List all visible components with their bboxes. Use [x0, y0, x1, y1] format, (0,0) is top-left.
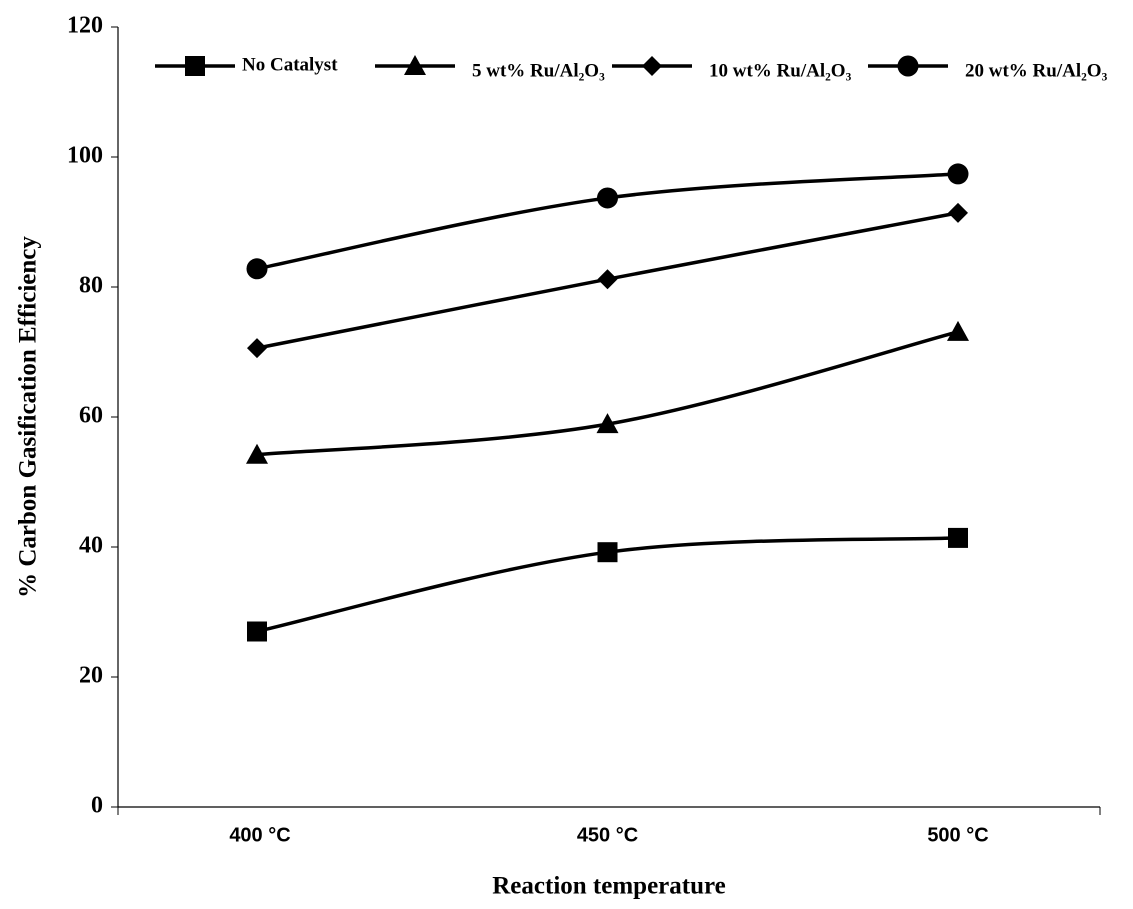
y-tick-label: 80 — [79, 273, 103, 299]
y-axis-title: % Carbon Gasification Efficiency — [15, 236, 42, 598]
marker — [948, 202, 968, 223]
marker — [247, 338, 267, 359]
legend-label: 5 wt% Ru/Al₂O₃ — [472, 60, 605, 81]
marker — [246, 443, 268, 464]
y-tick-label: 0 — [91, 793, 103, 819]
marker — [948, 527, 968, 548]
series-line — [256, 330, 959, 457]
x-axis-title: Reaction temperature — [492, 873, 725, 900]
marker — [596, 413, 619, 434]
legend-marker — [404, 55, 426, 75]
legend-label: No Catalyst — [242, 54, 338, 75]
marker — [246, 258, 268, 280]
y-tick-label: 60 — [79, 403, 103, 429]
x-tick-label: 400 °C — [229, 824, 290, 846]
legend-marker — [897, 55, 919, 77]
legend-label: 20 wt% Ru/Al₂O₃ — [965, 60, 1108, 81]
marker — [597, 542, 618, 563]
marker — [597, 269, 618, 290]
y-tick-label: 20 — [79, 663, 103, 689]
y-tick-label: 40 — [79, 533, 103, 559]
legend-label: 10 wt% Ru/Al₂O₃ — [709, 60, 852, 81]
y-tick-label: 120 — [67, 13, 103, 39]
marker — [947, 163, 969, 185]
marker — [247, 621, 267, 642]
y-tick-label: 100 — [67, 143, 103, 169]
x-tick-label: 450 °C — [577, 824, 638, 846]
marker — [597, 187, 618, 209]
marker — [947, 320, 969, 341]
legend-marker — [185, 56, 205, 76]
x-tick-label: 500 °C — [927, 824, 988, 846]
legend-marker — [642, 56, 662, 76]
